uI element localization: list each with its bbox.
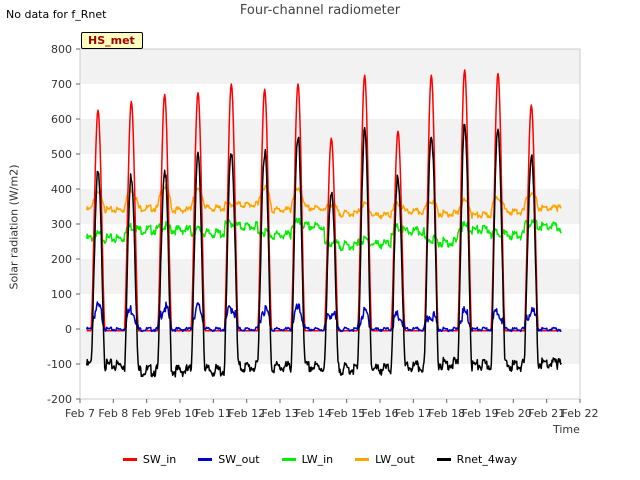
- legend-item-rnet-4way: Rnet_4way: [436, 453, 518, 466]
- grid-band: [80, 329, 580, 364]
- x-tick-label: Feb 18: [428, 407, 465, 420]
- y-tick-label: -200: [47, 393, 72, 406]
- legend-label-sw-in: SW_in: [142, 453, 177, 466]
- y-tick-label: 600: [51, 113, 72, 126]
- legend-label-sw-out: SW_out: [218, 453, 260, 466]
- x-tick-label: Feb 12: [228, 407, 265, 420]
- grid-band: [80, 49, 580, 84]
- legend-label-lw-in: LW_in: [301, 453, 334, 466]
- legend-swatch-lw-out: [355, 458, 370, 461]
- x-tick-label: Feb 13: [262, 407, 299, 420]
- legend: SW_in SW_out LW_in LW_out Rnet_4way: [0, 453, 640, 466]
- legend-swatch-sw-in: [122, 458, 137, 461]
- legend-label-lw-out: LW_out: [375, 453, 415, 466]
- y-axis-label: Solar radiation (W/m2): [7, 164, 21, 290]
- series-line-sw-out: [85, 301, 562, 333]
- y-tick-label: 700: [51, 78, 72, 91]
- legend-item-sw-out: SW_out: [198, 453, 260, 466]
- x-tick-label: Feb 14: [295, 407, 332, 420]
- x-tick-label: Feb 21: [528, 407, 565, 420]
- station-badge: HS_met: [81, 32, 143, 49]
- legend-swatch-sw-out: [198, 458, 213, 461]
- y-tick-label: 800: [51, 43, 72, 56]
- y-tick-label: 200: [51, 253, 72, 266]
- legend-swatch-lw-in: [281, 458, 296, 461]
- y-tick-label: 300: [51, 218, 72, 231]
- series-lines: [85, 69, 562, 378]
- no-data-note: No data for f_Rnet: [6, 8, 107, 21]
- x-tick-label: Feb 22: [562, 407, 599, 420]
- y-tick-label: 400: [51, 183, 72, 196]
- x-tick-label: Feb 15: [328, 407, 365, 420]
- legend-item-lw-out: LW_out: [355, 453, 415, 466]
- y-tick-label: 500: [51, 148, 72, 161]
- y-tick-label: 100: [51, 288, 72, 301]
- x-tick-label: Feb 7: [65, 407, 95, 420]
- y-axis-ticks: -200 -100 0 100 200 300 400 500 600 700 800: [47, 43, 80, 406]
- legend-item-sw-in: SW_in: [122, 453, 177, 466]
- y-tick-label: 0: [65, 323, 72, 336]
- x-tick-label: Feb 8: [98, 407, 128, 420]
- x-tick-label: Feb 17: [395, 407, 432, 420]
- x-tick-label: Feb 11: [195, 407, 232, 420]
- series-line-lw-in: [85, 217, 562, 252]
- grid-band: [80, 84, 580, 119]
- series-line-rnet-4way: [85, 123, 562, 378]
- x-tick-label: Feb 10: [162, 407, 199, 420]
- y-tick-label: -100: [47, 358, 72, 371]
- legend-swatch-rnet-4way: [436, 458, 451, 461]
- x-axis-label: Time: [553, 423, 580, 436]
- legend-label-rnet-4way: Rnet_4way: [456, 453, 518, 466]
- legend-item-lw-in: LW_in: [281, 453, 334, 466]
- grid-band: [80, 224, 580, 259]
- x-tick-label: Feb 20: [495, 407, 532, 420]
- x-tick-label: Feb 9: [132, 407, 162, 420]
- x-tick-label: Feb 19: [462, 407, 499, 420]
- x-tick-label: Feb 16: [362, 407, 399, 420]
- chart-title: Four-channel radiometer: [239, 3, 401, 18]
- grid-band: [80, 259, 580, 294]
- grid-band: [80, 364, 580, 399]
